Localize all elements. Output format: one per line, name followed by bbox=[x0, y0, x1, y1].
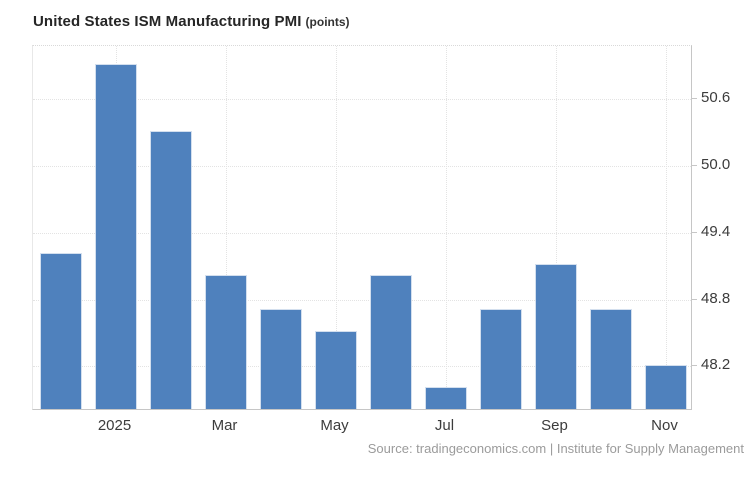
y-gridline bbox=[33, 232, 691, 234]
y-gridline bbox=[33, 366, 691, 368]
bar-sep-2025[interactable] bbox=[534, 264, 577, 409]
x-axis-label: Nov bbox=[651, 417, 678, 434]
x-gridline bbox=[665, 46, 667, 409]
bar-nov-2025[interactable] bbox=[644, 364, 687, 409]
chart-unit-label: (points) bbox=[305, 15, 350, 29]
y-axis-label: 49.4 bbox=[701, 222, 731, 240]
x-axis-label: 2025 bbox=[97, 417, 132, 434]
y-axis-label: 48.2 bbox=[701, 356, 731, 374]
x-gridline bbox=[225, 46, 227, 409]
bar-feb-2025[interactable] bbox=[149, 130, 192, 409]
y-axis-tick bbox=[692, 98, 697, 100]
y-axis-label: 50.6 bbox=[701, 89, 731, 107]
bar-apr-2025[interactable] bbox=[259, 308, 302, 409]
bar-oct-2025[interactable] bbox=[589, 308, 632, 409]
y-axis-label: 48.8 bbox=[701, 289, 731, 307]
x-axis-label: Mar bbox=[211, 417, 238, 434]
plot-area bbox=[32, 45, 692, 410]
chart-header: United States ISM Manufacturing PMI (poin… bbox=[33, 13, 350, 31]
bar-jun-2025[interactable] bbox=[369, 275, 412, 409]
y-gridline bbox=[33, 299, 691, 301]
chart-title: United States ISM Manufacturing PMI bbox=[33, 13, 302, 30]
x-gridline bbox=[445, 46, 447, 409]
y-axis-tick bbox=[692, 365, 697, 367]
bar-jan-2025[interactable] bbox=[94, 64, 137, 409]
x-axis-label: Sep bbox=[541, 417, 568, 434]
x-gridline bbox=[335, 46, 337, 409]
bar-may-2025[interactable] bbox=[314, 331, 357, 409]
bar-jul-2025[interactable] bbox=[424, 386, 467, 409]
x-axis-label: Jul bbox=[434, 417, 455, 434]
y-axis-label: 50.0 bbox=[701, 156, 731, 174]
y-gridline bbox=[33, 166, 691, 168]
y-axis-tick bbox=[692, 165, 697, 167]
x-axis-label: May bbox=[320, 417, 349, 434]
bar-mar-2025[interactable] bbox=[204, 275, 247, 409]
y-gridline bbox=[33, 99, 691, 101]
y-axis-tick bbox=[692, 231, 697, 233]
x-gridline bbox=[555, 46, 557, 409]
bar-aug-2025[interactable] bbox=[479, 308, 522, 409]
y-axis-tick bbox=[692, 298, 697, 300]
bar-dec-2024[interactable] bbox=[39, 253, 82, 409]
source-attribution: Source: tradingeconomics.com | Institute… bbox=[367, 441, 744, 456]
